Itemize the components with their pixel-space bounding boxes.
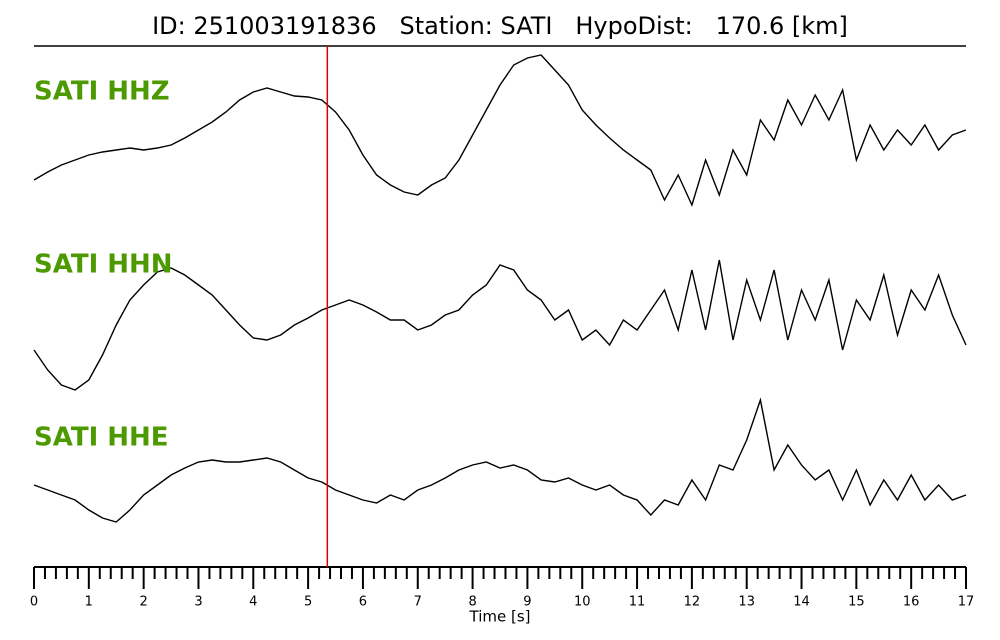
x-axis-label: Time [s] (469, 608, 531, 626)
trace (33, 397, 967, 523)
x-tick-label: 8 (468, 595, 476, 610)
trace (33, 259, 967, 391)
channel-label: SATI HHZ (34, 77, 170, 107)
x-tick-label: 16 (903, 595, 920, 610)
x-tick-label: 6 (359, 595, 367, 610)
x-tick-label: 7 (414, 595, 422, 610)
x-tick-label: 9 (523, 595, 531, 610)
chart-title: ID: 251003191836 Station: SATI HypoDist:… (152, 12, 848, 40)
x-tick-label: 1 (85, 595, 93, 610)
channel-label: SATI HHE (34, 423, 169, 453)
x-tick-label: 10 (574, 595, 591, 610)
x-tick-label: 15 (848, 595, 865, 610)
x-tick-label: 14 (793, 595, 810, 610)
x-tick-label: 2 (140, 595, 148, 610)
x-tick-label: 4 (249, 595, 257, 610)
x-tick-label: 13 (738, 595, 755, 610)
x-tick-label: 12 (684, 595, 701, 610)
x-tick-label: 5 (304, 595, 312, 610)
x-tick-label: 17 (958, 595, 975, 610)
x-tick-label: 11 (629, 595, 646, 610)
trace (33, 54, 967, 207)
x-tick-label: 3 (194, 595, 202, 610)
channel-label: SATI HHN (34, 250, 173, 280)
x-tick-label: 0 (30, 595, 38, 610)
